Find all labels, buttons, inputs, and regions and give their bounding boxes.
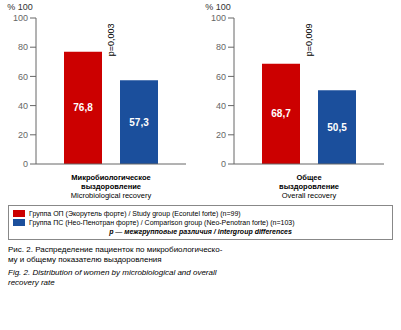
html-text:Группа ОП (Экорутель форте) /: Группа ОП (Экорутель форте) / Study grou… <box>29 210 241 217</box>
svg-text:% 100: % 100 <box>8 2 33 12</box>
svg-text:0: 0 <box>221 159 226 169</box>
svg-text:100: 100 <box>13 13 28 23</box>
html-text:Рис. 2. Распределение пациенто: Рис. 2. Распределение пациенток по микро… <box>8 245 223 264</box>
svg-text:p=0,009: p=0,009 <box>304 24 314 57</box>
svg-text:p=0,003: p=0,003 <box>106 24 116 57</box>
svg-text:% 100: % 100 <box>205 2 231 12</box>
html-text:Группа ПС (Нео-Пенотран форте): Группа ПС (Нео-Пенотран форте) / Compari… <box>29 219 295 226</box>
svg-text:20: 20 <box>216 130 226 140</box>
html-text:Overall recovery: Overall recovery <box>281 191 337 200</box>
svg-text:57,3: 57,3 <box>129 117 149 128</box>
svg-text:40: 40 <box>216 101 226 111</box>
html-text:р — межгрупповые различия / in: р — межгрупповые различия / intergroup d… <box>109 228 292 235</box>
svg-text:20: 20 <box>18 130 28 140</box>
svg-text:40: 40 <box>18 101 28 111</box>
svg-text:100: 100 <box>211 13 226 23</box>
html-text:Общее выздоровление: Общее выздоровление <box>279 173 339 191</box>
svg-text:76,8: 76,8 <box>73 102 93 113</box>
svg-text:80: 80 <box>18 42 28 52</box>
svg-text:0: 0 <box>23 159 28 169</box>
svg-text:50,5: 50,5 <box>327 122 347 133</box>
svg-text:68,7: 68,7 <box>271 108 291 119</box>
html-text:Микробиологическое выздоровлен: Микробиологическое выздоровление <box>71 173 151 191</box>
svg-text:60: 60 <box>216 72 226 82</box>
html-text:Fig. 2. Distribution of women: Fig. 2. Distribution of women by microbi… <box>8 268 217 287</box>
svg-text:60: 60 <box>18 72 28 82</box>
html-text:Microbiological recovery: Microbiological recovery <box>70 191 152 200</box>
svg-text:80: 80 <box>216 42 226 52</box>
